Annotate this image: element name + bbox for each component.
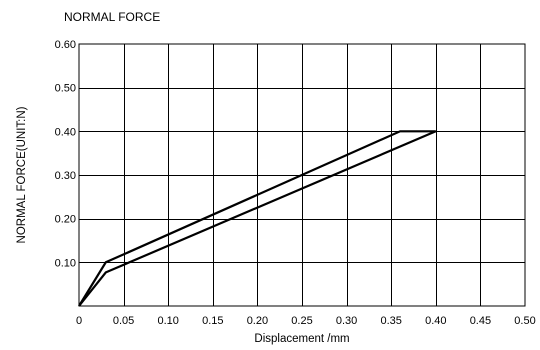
chart-title: NORMAL FORCE xyxy=(64,10,160,24)
series-layer xyxy=(78,130,437,307)
x-tick-label: 0 xyxy=(76,315,82,327)
x-tick-label: 0.05 xyxy=(113,315,134,327)
grid xyxy=(79,44,525,306)
y-tick-label: 0.40 xyxy=(55,126,76,138)
x-tick-label: 0.25 xyxy=(291,315,312,327)
y-tick-label: 0.60 xyxy=(55,39,76,51)
x-axis-ticks: 0 0.05 0.10 0.15 0.20 0.25 0.30 0.35 0.40 0.45 0.5… xyxy=(76,315,536,327)
plot-area-frame xyxy=(78,43,526,307)
y-axis-title: NORMAL FORCE(UNIT:N) xyxy=(16,106,28,243)
x-tick-label: 0.30 xyxy=(336,315,357,327)
x-tick-label: 0.10 xyxy=(157,315,178,327)
series-line-lower xyxy=(78,130,437,307)
x-axis-title: Displacement /mm xyxy=(254,333,349,345)
x-tick-label: 0.40 xyxy=(425,315,446,327)
y-tick-label: 0.20 xyxy=(55,214,76,226)
x-tick-label: 0.45 xyxy=(470,315,491,327)
x-tick-label: 0.50 xyxy=(514,315,535,327)
x-tick-label: 0.35 xyxy=(380,315,401,327)
y-axis-ticks: 0.10 0.20 0.30 0.40 0.50 0.60 xyxy=(55,39,76,269)
x-tick-label: 0.15 xyxy=(202,315,223,327)
y-tick-label: 0.50 xyxy=(55,83,76,95)
x-tick-label: 0.20 xyxy=(247,315,268,327)
y-tick-label: 0.10 xyxy=(55,257,76,269)
y-tick-label: 0.30 xyxy=(55,170,76,182)
series-line-upper xyxy=(78,130,436,307)
